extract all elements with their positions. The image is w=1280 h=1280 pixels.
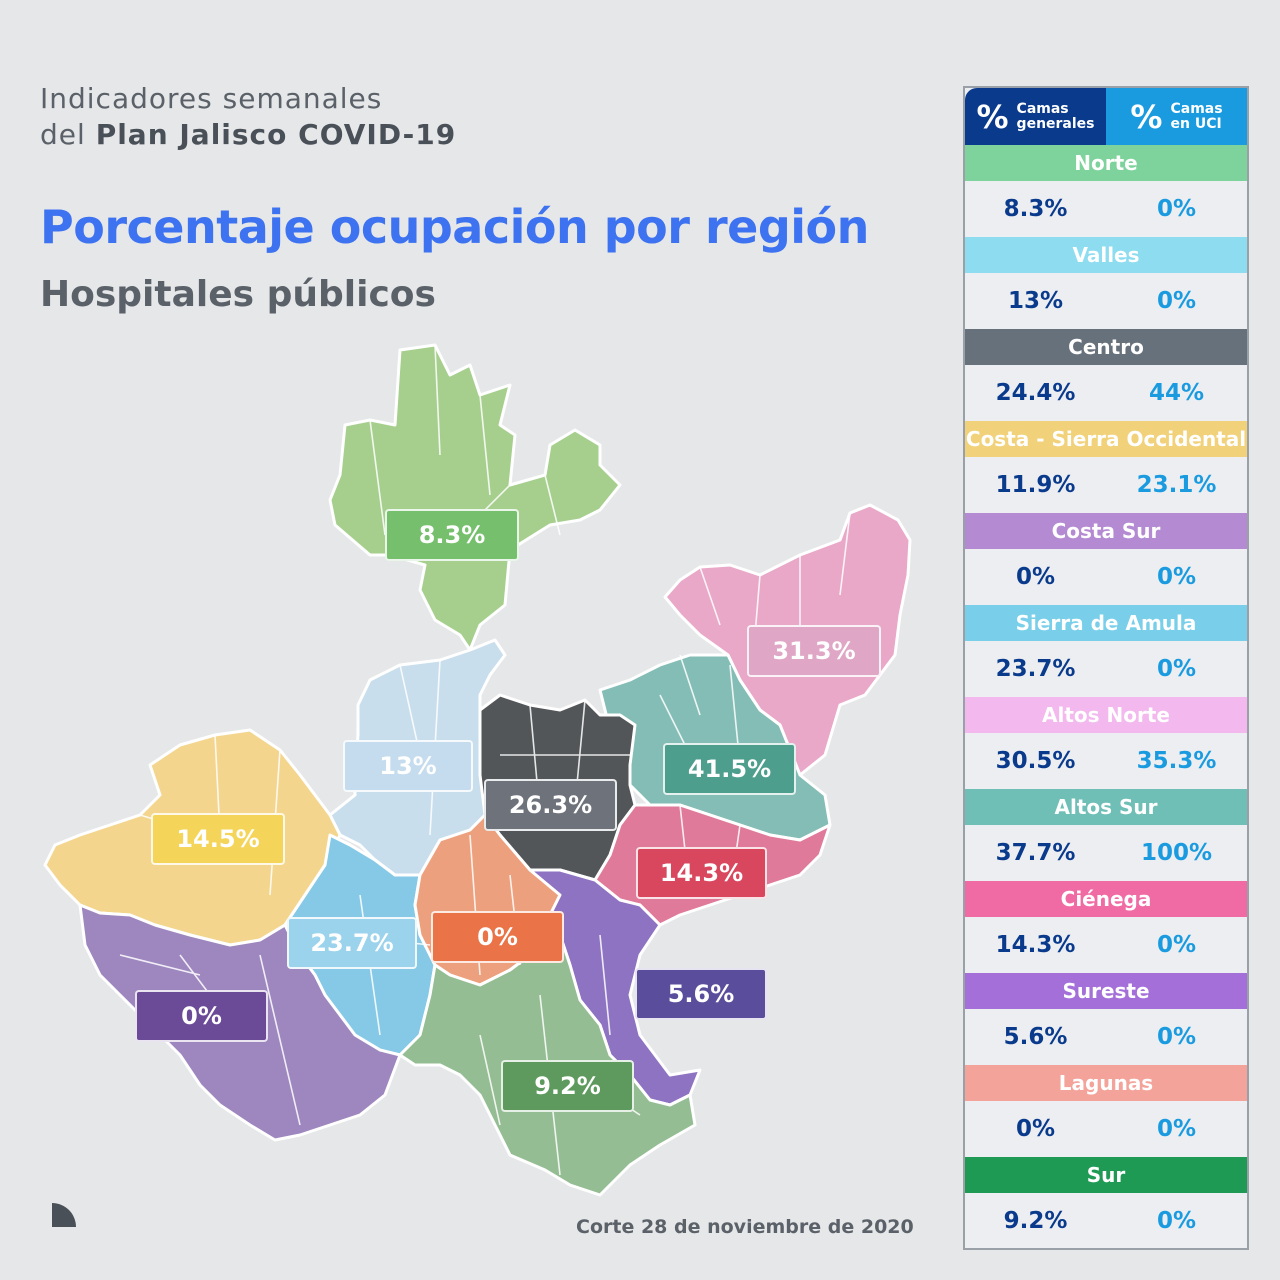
header-general-line1: Camas bbox=[1016, 100, 1069, 117]
region-values-8: 14.3% 0% bbox=[965, 917, 1247, 973]
brand-logo-icon bbox=[52, 1203, 76, 1227]
camas-generales-value: 11.9% bbox=[995, 472, 1076, 498]
region-header-2: Centro bbox=[965, 329, 1247, 365]
map-label-5: 14.5% bbox=[151, 813, 285, 865]
region-values-11: 9.2% 0% bbox=[965, 1193, 1247, 1249]
camas-uci-value: 0% bbox=[1156, 932, 1197, 958]
camas-generales-value: 13% bbox=[1007, 288, 1064, 314]
camas-uci-value: 0% bbox=[1156, 1024, 1197, 1050]
region-header-1: Valles bbox=[965, 237, 1247, 273]
map-label-9: 5.6% bbox=[635, 968, 767, 1020]
header-line-2: del Plan Jalisco COVID-19 bbox=[40, 118, 456, 151]
camas-uci-value: 0% bbox=[1156, 564, 1197, 590]
table-header: % Camas generales % Camas en UCI bbox=[965, 88, 1247, 145]
header-line-2-bold: Plan Jalisco COVID-19 bbox=[95, 118, 457, 151]
region-values-4: 0% 0% bbox=[965, 549, 1247, 605]
camas-uci-value: 0% bbox=[1156, 196, 1197, 222]
region-header-10: Lagunas bbox=[965, 1065, 1247, 1101]
region-header-5: Sierra de Amula bbox=[965, 605, 1247, 641]
percent-icon: % bbox=[976, 97, 1009, 136]
region-values-10: 0% 0% bbox=[965, 1101, 1247, 1157]
camas-generales-value: 14.3% bbox=[995, 932, 1076, 958]
header-uci-line2: en UCI bbox=[1170, 115, 1222, 132]
camas-uci-value: 100% bbox=[1140, 840, 1213, 866]
region-values-0: 8.3% 0% bbox=[965, 181, 1247, 237]
camas-generales-value: 23.7% bbox=[995, 656, 1076, 682]
map-label-8: 0% bbox=[431, 911, 564, 963]
camas-uci-value: 35.3% bbox=[1136, 748, 1217, 774]
map-label-3: 26.3% bbox=[484, 779, 617, 831]
region-header-7: Altos Sur bbox=[965, 789, 1247, 825]
camas-generales-value: 9.2% bbox=[1003, 1208, 1068, 1234]
region-values-6: 30.5% 35.3% bbox=[965, 733, 1247, 789]
camas-uci-value: 0% bbox=[1156, 1116, 1197, 1142]
region-header-8: Ciénega bbox=[965, 881, 1247, 917]
map-label-1: 31.3% bbox=[747, 625, 881, 677]
camas-uci-value: 0% bbox=[1156, 288, 1197, 314]
region-header-3: Costa - Sierra Occidental bbox=[965, 421, 1247, 457]
camas-generales-value: 0% bbox=[1015, 564, 1056, 590]
page-title: Porcentaje ocupación por región bbox=[40, 200, 869, 254]
header-line-1: Indicadores semanales bbox=[40, 82, 383, 115]
camas-uci-value: 44% bbox=[1148, 380, 1205, 406]
camas-generales-value: 0% bbox=[1015, 1116, 1056, 1142]
region-values-7: 37.7% 100% bbox=[965, 825, 1247, 881]
map-label-2: 13% bbox=[343, 740, 473, 792]
region-values-2: 24.4% 44% bbox=[965, 365, 1247, 421]
page-subtitle: Hospitales públicos bbox=[40, 274, 436, 315]
map-label-6: 14.3% bbox=[636, 847, 767, 899]
region-header-11: Sur bbox=[965, 1157, 1247, 1193]
camas-generales-value: 5.6% bbox=[1003, 1024, 1068, 1050]
region-values-5: 23.7% 0% bbox=[965, 641, 1247, 697]
map-label-4: 41.5% bbox=[663, 743, 796, 795]
map-label-10: 0% bbox=[135, 990, 268, 1042]
percent-icon: % bbox=[1130, 97, 1163, 136]
map-label-11: 9.2% bbox=[501, 1060, 634, 1112]
region-header-9: Sureste bbox=[965, 973, 1247, 1009]
footer-date: Corte 28 de noviembre de 2020 bbox=[576, 1216, 914, 1238]
map-label-7: 23.7% bbox=[287, 917, 417, 969]
header-camas-uci: % Camas en UCI bbox=[1106, 88, 1247, 145]
region-header-0: Norte bbox=[965, 145, 1247, 181]
region-values-9: 5.6% 0% bbox=[965, 1009, 1247, 1065]
map-label-0: 8.3% bbox=[385, 509, 519, 561]
header-line-2-prefix: del bbox=[40, 118, 96, 151]
header-camas-uci-caption: Camas en UCI bbox=[1170, 100, 1223, 132]
header-uci-line1: Camas bbox=[1170, 100, 1223, 117]
camas-generales-value: 8.3% bbox=[1003, 196, 1068, 222]
camas-generales-value: 30.5% bbox=[995, 748, 1076, 774]
camas-uci-value: 0% bbox=[1156, 656, 1197, 682]
region-values-1: 13% 0% bbox=[965, 273, 1247, 329]
map-region-norte bbox=[328, 343, 622, 652]
header-general-line2: generales bbox=[1016, 115, 1095, 132]
camas-generales-value: 37.7% bbox=[995, 840, 1076, 866]
region-values-3: 11.9% 23.1% bbox=[965, 457, 1247, 513]
region-header-6: Altos Norte bbox=[965, 697, 1247, 733]
camas-generales-value: 24.4% bbox=[995, 380, 1076, 406]
region-header-4: Costa Sur bbox=[965, 513, 1247, 549]
camas-uci-value: 0% bbox=[1156, 1208, 1197, 1234]
camas-uci-value: 23.1% bbox=[1136, 472, 1217, 498]
header-camas-generales-caption: Camas generales bbox=[1016, 100, 1095, 132]
occupancy-table: % Camas generales % Camas en UCI Norte 8.… bbox=[963, 86, 1249, 1250]
header-camas-generales: % Camas generales bbox=[965, 88, 1106, 145]
